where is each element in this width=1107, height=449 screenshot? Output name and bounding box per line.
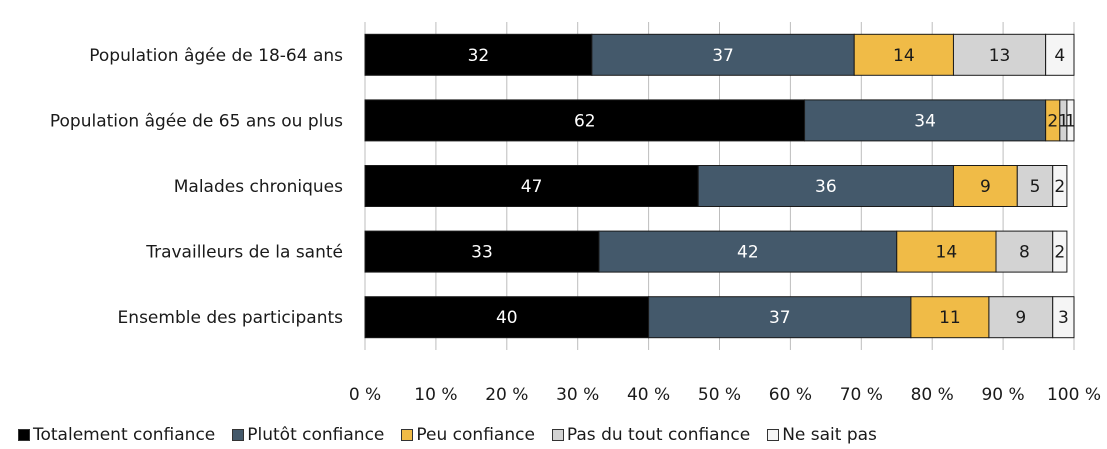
legend-label: Totalement confiance (33, 425, 216, 445)
bar-segment (1066, 99, 1075, 142)
legend-swatch (401, 429, 414, 441)
category-label: Ensemble des participants (118, 308, 344, 328)
data-label: 36 (815, 177, 837, 197)
category-label: Population âgée de 18-64 ans (89, 46, 343, 66)
data-label: 37 (769, 308, 791, 328)
x-tick-label: 0 % (349, 385, 381, 405)
legend-item: Peu confiance (401, 425, 535, 445)
x-tick-label: 40 % (627, 385, 670, 405)
legend-swatch (767, 429, 780, 441)
x-tick-label: 30 % (556, 385, 599, 405)
legend-item: Pas du tout confiance (551, 425, 751, 445)
legend: Totalement confiance Plutôt confiance Peu … (18, 425, 894, 445)
data-label: 14 (936, 243, 958, 263)
bar-segment (995, 230, 1054, 273)
data-label: 1 (1065, 111, 1076, 131)
bar-segment (1045, 33, 1075, 76)
x-tick-label: 100 % (1047, 385, 1101, 405)
x-tick-label: 60 % (769, 385, 812, 405)
data-label: 5 (1030, 177, 1041, 197)
bar-segment (952, 33, 1047, 76)
bar-segment (364, 230, 600, 273)
data-label: 4 (1054, 46, 1065, 66)
data-label: 42 (737, 243, 759, 263)
data-label: 2 (1047, 111, 1058, 131)
bar-segment (598, 230, 898, 273)
bar-segment (364, 99, 806, 142)
bar-segment (1052, 296, 1075, 339)
data-label: 62 (574, 111, 596, 131)
bar-segment (648, 296, 912, 339)
data-label: 33 (471, 243, 493, 263)
x-tick-label: 90 % (981, 385, 1024, 405)
data-label: 32 (468, 46, 490, 66)
data-label: 8 (1019, 243, 1030, 263)
bar-segment (1052, 165, 1068, 207)
data-label: 34 (914, 111, 936, 131)
bar-segment (591, 33, 855, 76)
legend-swatch (18, 429, 30, 441)
data-label: 40 (496, 308, 518, 328)
bar-segment (988, 296, 1054, 339)
legend-label: Peu confiance (416, 425, 535, 445)
legend-item: Totalement confiance (18, 425, 215, 445)
data-label: 9 (1015, 308, 1026, 328)
legend-swatch (232, 429, 245, 441)
x-tick-label: 70 % (840, 385, 883, 405)
x-tick-label: 20 % (485, 385, 528, 405)
data-label: 37 (712, 46, 734, 66)
legend-label: Ne sait pas (782, 425, 877, 445)
bar-segment (364, 296, 650, 339)
bar-segment (910, 296, 990, 339)
data-label: 11 (939, 308, 961, 328)
category-label: Malades chroniques (174, 177, 343, 197)
bar-segment (896, 230, 997, 273)
data-label: 47 (521, 177, 543, 197)
bar-segment (1016, 165, 1054, 207)
bar-segment (364, 165, 699, 207)
data-label: 3 (1058, 308, 1069, 328)
category-label: Population âgée de 65 ans ou plus (50, 111, 343, 131)
data-label: 1 (1058, 111, 1069, 131)
bar-segment (804, 99, 1047, 142)
legend-item: Plutôt confiance (232, 425, 384, 445)
data-label: 14 (893, 46, 915, 66)
legend-swatch (551, 429, 564, 441)
x-axis-tick-labels: 0 % 10 % 20 % 30 % 40 % 50 % 60 % 70 % 80 % 90 % 1… (349, 385, 1101, 405)
x-tick-label: 50 % (698, 385, 741, 405)
category-label: Travailleurs de la santé (145, 243, 343, 263)
bar-segment (697, 165, 954, 207)
x-tick-label: 80 % (911, 385, 954, 405)
bar-segment (1052, 230, 1068, 273)
legend-item: Ne sait pas (767, 425, 877, 445)
legend-label: Pas du tout confiance (566, 425, 751, 445)
legend-label: Plutôt confiance (247, 425, 385, 445)
data-label: 2 (1054, 177, 1065, 197)
data-label: 13 (989, 46, 1011, 66)
data-label: 9 (980, 177, 991, 197)
bar-segment (364, 33, 593, 76)
category-labels: Population âgée de 18-64 ans Population â… (50, 46, 343, 328)
x-tick-label: 10 % (414, 385, 457, 405)
data-label: 2 (1054, 243, 1065, 263)
